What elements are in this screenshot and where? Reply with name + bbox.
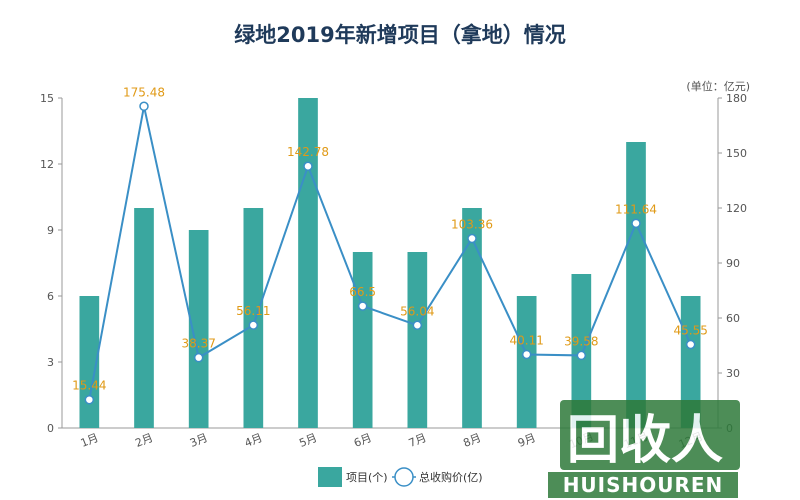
watermark-text-bg [548, 472, 738, 498]
legend-line-label: 总收购价(亿) [419, 470, 483, 484]
line-point [521, 349, 532, 360]
data-label: 175.48 [123, 85, 165, 99]
line-path [88, 106, 692, 400]
x-tick-label: 6月 [352, 431, 374, 450]
data-label: 103.36 [451, 218, 493, 232]
data-label: 56.04 [400, 304, 434, 318]
data-label: 111.64 [615, 202, 657, 216]
left-axis: 0 3 6 9 12 15 [40, 92, 63, 435]
x-tick-label: 3月 [188, 431, 210, 450]
bar [243, 208, 264, 428]
right-tick-label: 120 [726, 202, 747, 215]
line-point [631, 218, 641, 229]
data-label: 142.78 [287, 145, 329, 159]
bar [188, 230, 209, 428]
legend: 项目(个) 总收购价(亿) [318, 467, 483, 487]
bar [79, 296, 100, 428]
bar [516, 296, 537, 428]
right-tick-label: 90 [726, 257, 740, 270]
x-tick-label: 9月 [516, 431, 538, 450]
data-label: 39.58 [564, 334, 598, 348]
bar [462, 208, 482, 428]
left-tick-label: 15 [40, 92, 54, 105]
line-point [248, 320, 259, 330]
watermark-text: HUISHOUREN [563, 473, 724, 497]
line-point [357, 301, 368, 311]
legend-bar-swatch [318, 467, 342, 487]
line-point [576, 350, 587, 361]
data-label: 40.11 [509, 333, 543, 347]
right-tick-label: 30 [726, 367, 740, 380]
legend-bar-label: 项目(个) [346, 471, 388, 484]
watermark-background [560, 400, 740, 470]
data-label: 38.37 [181, 337, 215, 351]
line-point [467, 233, 477, 244]
line-point [412, 320, 423, 331]
x-tick-label: 7月 [407, 431, 429, 450]
x-tick-label: 5月 [297, 431, 319, 450]
line-point [193, 352, 204, 363]
bar [352, 252, 373, 428]
bar [134, 208, 154, 428]
line-series [84, 101, 696, 405]
left-tick-label: 12 [40, 158, 54, 171]
bar [407, 252, 428, 428]
x-tick-label: 1月 [79, 431, 101, 450]
line-point [303, 161, 313, 171]
right-axis: 0306090120150180 [717, 92, 747, 435]
bar [626, 142, 646, 428]
chart-title: 绿地2019年新增项目（拿地）情况 [234, 23, 565, 47]
x-tick-label: 8月 [461, 431, 483, 450]
data-label: 15.44 [72, 379, 106, 393]
data-label: 56.11 [236, 304, 270, 318]
left-tick-label: 9 [47, 224, 54, 237]
line-point [84, 394, 95, 405]
data-label: 45.55 [673, 323, 707, 337]
bar [680, 296, 701, 428]
right-tick-label: 60 [726, 312, 740, 325]
unit-label: (单位：亿元) [686, 79, 750, 93]
line-point [139, 101, 149, 112]
legend-line-marker [394, 467, 414, 487]
watermark-glyphs: 回收人 [567, 411, 723, 471]
left-tick-label: 6 [47, 290, 54, 303]
line-point [685, 339, 696, 350]
watermark-logo: 回收人 HUISHOUREN [548, 400, 740, 498]
left-tick-label: 3 [47, 356, 54, 369]
data-labels: 15.44 175.48 38.37 56.11 142.78 66.5 56.04 103.… [72, 85, 708, 392]
x-tick-label: 4月 [243, 431, 265, 450]
data-label: 66.5 [349, 285, 376, 299]
bar-series [79, 98, 701, 428]
right-tick-label: 180 [726, 92, 747, 105]
right-tick-label: 150 [726, 147, 747, 160]
left-tick-label: 0 [47, 422, 54, 435]
x-tick-label: 2月 [133, 431, 155, 450]
